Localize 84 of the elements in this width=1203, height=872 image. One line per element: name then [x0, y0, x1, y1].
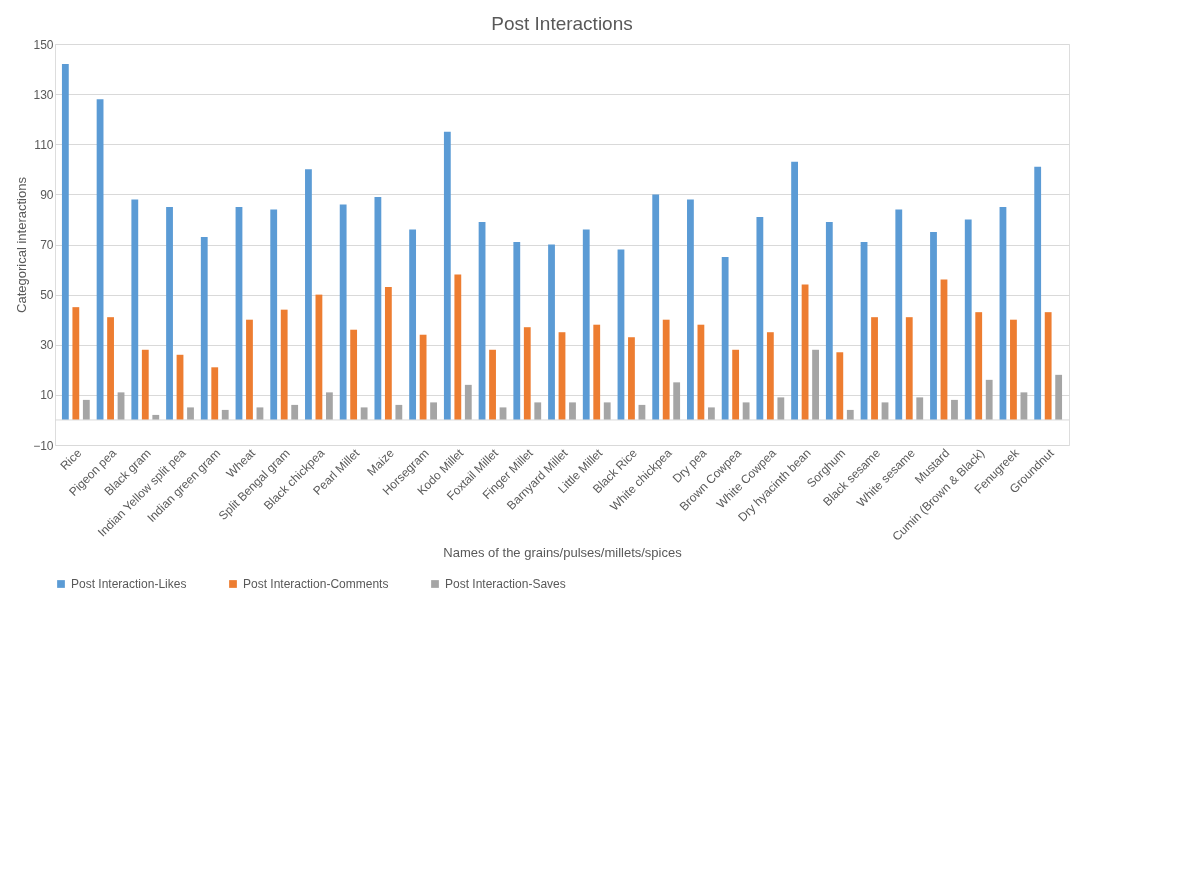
bar: [662, 319, 670, 420]
bar: [582, 229, 590, 420]
bar: [1034, 166, 1042, 420]
y-tick-label: 110: [34, 137, 54, 152]
bar: [687, 199, 694, 420]
bar: [489, 349, 496, 420]
bar: [384, 287, 392, 420]
bar: [107, 317, 114, 420]
bar: [270, 209, 278, 420]
y-tick-label: 90: [40, 187, 54, 202]
y-axis-title: Categorical interactions: [14, 176, 30, 313]
bar: [280, 309, 288, 420]
bar: [200, 236, 208, 420]
bar: [905, 317, 913, 420]
y-tick-label: 70: [40, 238, 54, 252]
bar: [523, 327, 531, 420]
bar: [836, 352, 844, 420]
y-tick-label: 130: [33, 87, 54, 102]
bar: [141, 349, 149, 420]
bar: [593, 324, 601, 420]
bar: [419, 334, 427, 420]
bar: [777, 397, 785, 420]
bar: [221, 409, 229, 420]
legend-label: Post Interaction-Likes: [71, 577, 187, 591]
bar: [812, 349, 819, 420]
bar: [871, 317, 878, 420]
bar: [964, 219, 972, 420]
bar: [652, 194, 660, 420]
bar: [791, 161, 799, 420]
bar: [548, 244, 555, 420]
bar: [305, 169, 312, 420]
bar: [756, 216, 764, 420]
bar: [951, 399, 958, 420]
bar: [975, 312, 983, 420]
bar: [1044, 312, 1052, 420]
bar: [360, 407, 368, 420]
y-tick-label: 150: [33, 37, 54, 52]
bar: [395, 404, 403, 420]
bar: [916, 397, 924, 420]
bar: [464, 384, 472, 420]
y-tick-label: −10: [33, 438, 54, 453]
bar: [166, 206, 173, 420]
bar: [291, 404, 299, 420]
bar: [707, 407, 715, 420]
y-tick-label: 50: [40, 288, 54, 303]
bar: [569, 402, 576, 420]
bar: [325, 392, 333, 420]
bar: [766, 332, 774, 420]
bar: [534, 402, 542, 420]
bar: [443, 131, 451, 420]
bar: [742, 402, 750, 420]
bar: [246, 319, 253, 420]
bar: [603, 402, 611, 420]
bar: [721, 257, 729, 420]
bar: [374, 196, 382, 420]
bar: [1055, 374, 1063, 420]
bar: [846, 409, 854, 420]
y-tick-label: 30: [40, 338, 54, 353]
bar: [673, 382, 681, 420]
bar: [211, 367, 219, 420]
bar: [825, 221, 833, 420]
bar: [1010, 319, 1017, 420]
bar: [187, 407, 194, 420]
bar: [628, 337, 635, 420]
bar: [72, 307, 80, 420]
bar: [409, 229, 417, 420]
bar: [697, 324, 705, 420]
bar: [454, 274, 462, 420]
x-axis-title: Names of the grains/pulses/millets/spices: [443, 544, 683, 560]
bar: [930, 231, 937, 420]
bar: [430, 402, 437, 420]
bar: [339, 204, 347, 420]
bar: [985, 379, 993, 420]
legend-label: Post Interaction-Comments: [243, 577, 389, 591]
bar: [61, 64, 69, 420]
y-tick-label: 10: [40, 388, 54, 403]
bar: [895, 209, 903, 420]
bar: [732, 349, 740, 420]
bar: [131, 199, 139, 420]
bar: [82, 399, 90, 420]
chart-title: Post Interactions: [491, 13, 633, 34]
legend-label: Post Interaction-Saves: [445, 577, 566, 591]
bar: [513, 241, 521, 420]
bar: [350, 329, 358, 420]
